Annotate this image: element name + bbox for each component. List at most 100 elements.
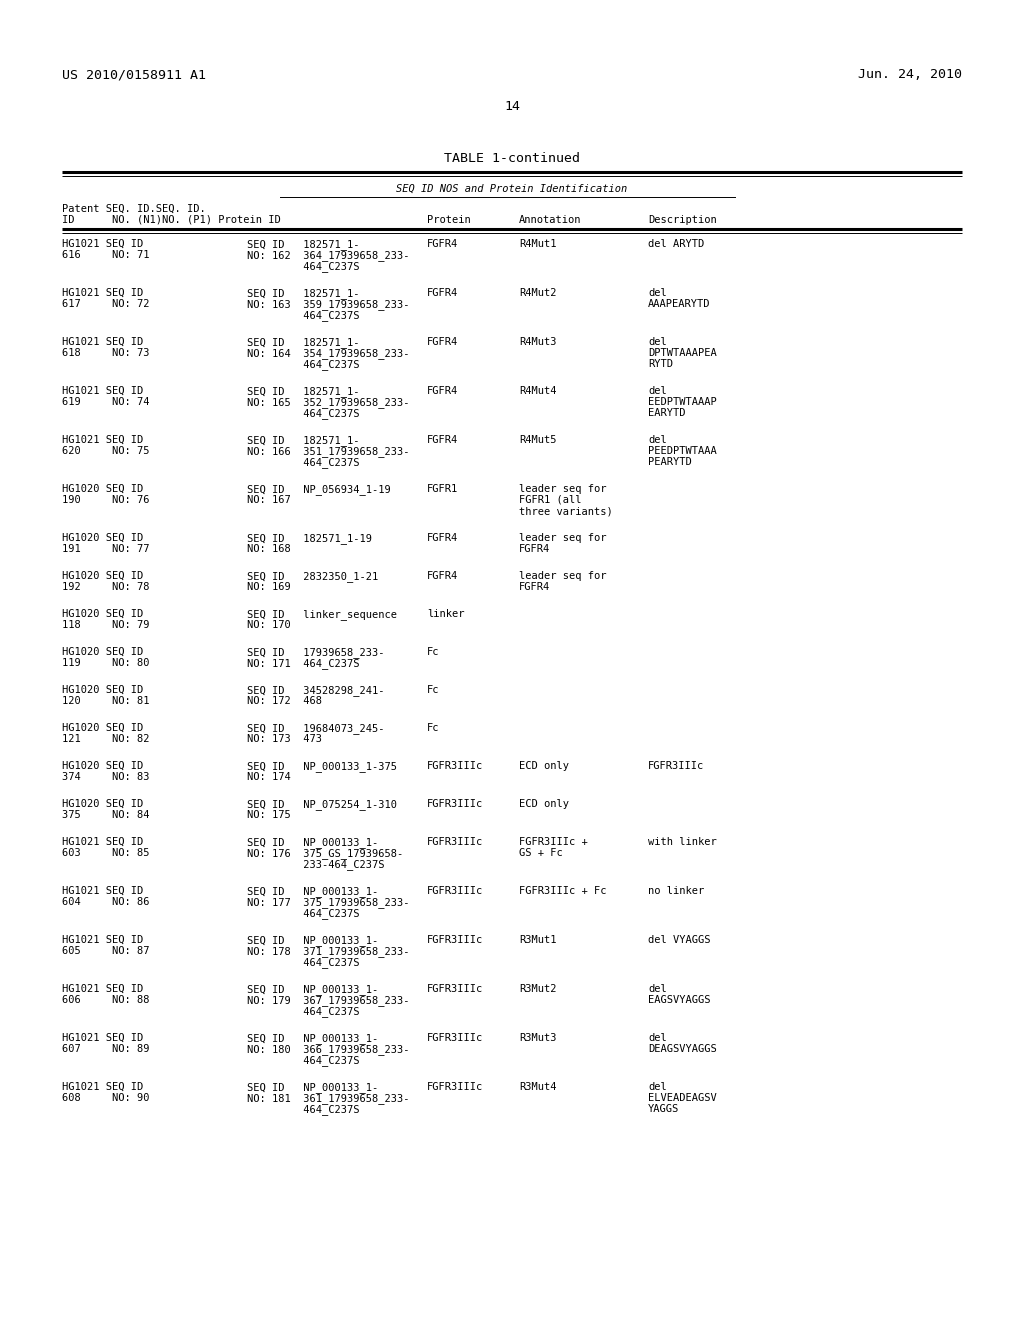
- Text: PEARYTD: PEARYTD: [648, 457, 692, 467]
- Text: SEQ ID   NP_000133_1-: SEQ ID NP_000133_1-: [247, 935, 378, 946]
- Text: NO: 163  359_17939658_233-: NO: 163 359_17939658_233-: [247, 300, 410, 310]
- Text: SEQ ID   182571_1-: SEQ ID 182571_1-: [247, 385, 359, 397]
- Text: HG1021 SEQ ID: HG1021 SEQ ID: [62, 385, 143, 396]
- Text: 608     NO: 90: 608 NO: 90: [62, 1093, 150, 1104]
- Text: 192     NO: 78: 192 NO: 78: [62, 582, 150, 591]
- Text: linker: linker: [427, 609, 465, 619]
- Text: del VYAGGS: del VYAGGS: [648, 935, 711, 945]
- Text: DPTWTAAAPEA: DPTWTAAAPEA: [648, 348, 717, 358]
- Text: HG1020 SEQ ID: HG1020 SEQ ID: [62, 723, 143, 733]
- Text: ID      NO. (N1)NO. (P1) Protein ID: ID NO. (N1)NO. (P1) Protein ID: [62, 215, 281, 224]
- Text: 603     NO: 85: 603 NO: 85: [62, 847, 150, 858]
- Text: NO: 166  351_17939658_233-: NO: 166 351_17939658_233-: [247, 446, 410, 457]
- Text: Patent SEQ. ID.SEQ. ID.: Patent SEQ. ID.SEQ. ID.: [62, 205, 206, 214]
- Text: Fc: Fc: [427, 685, 439, 696]
- Text: del: del: [648, 983, 667, 994]
- Text: HG1021 SEQ ID: HG1021 SEQ ID: [62, 288, 143, 298]
- Text: NO: 178  371_17939658_233-: NO: 178 371_17939658_233-: [247, 946, 410, 957]
- Text: NO: 168: NO: 168: [247, 544, 291, 554]
- Text: NO: 176  375_GS_17939658-: NO: 176 375_GS_17939658-: [247, 847, 403, 859]
- Text: R4Mut2: R4Mut2: [519, 288, 556, 298]
- Text: FGFR3IIIc: FGFR3IIIc: [427, 762, 483, 771]
- Text: 375     NO: 84: 375 NO: 84: [62, 810, 150, 820]
- Text: 119     NO: 80: 119 NO: 80: [62, 657, 150, 668]
- Text: ELVEADEAGSV: ELVEADEAGSV: [648, 1093, 717, 1104]
- Text: HG1021 SEQ ID: HG1021 SEQ ID: [62, 837, 143, 847]
- Text: EEDPTWTAAAP: EEDPTWTAAAP: [648, 397, 717, 407]
- Text: SEQ ID   NP_000133_1-: SEQ ID NP_000133_1-: [247, 886, 378, 896]
- Text: R4Mut5: R4Mut5: [519, 436, 556, 445]
- Text: HG1020 SEQ ID: HG1020 SEQ ID: [62, 533, 143, 543]
- Text: 618     NO: 73: 618 NO: 73: [62, 348, 150, 358]
- Text: SEQ ID   2832350_1-21: SEQ ID 2832350_1-21: [247, 572, 378, 582]
- Text: SEQ ID   NP_000133_1-: SEQ ID NP_000133_1-: [247, 1034, 378, 1044]
- Text: SEQ ID   19684073_245-: SEQ ID 19684073_245-: [247, 723, 384, 734]
- Text: 464_C237S: 464_C237S: [247, 310, 359, 321]
- Text: AAAPEARYTD: AAAPEARYTD: [648, 300, 711, 309]
- Text: FGFR3IIIc +: FGFR3IIIc +: [519, 837, 588, 847]
- Text: NO: 170: NO: 170: [247, 620, 291, 630]
- Text: HG1020 SEQ ID: HG1020 SEQ ID: [62, 685, 143, 696]
- Text: Description: Description: [648, 215, 717, 224]
- Text: SEQ ID   34528298_241-: SEQ ID 34528298_241-: [247, 685, 384, 696]
- Text: leader seq for: leader seq for: [519, 572, 606, 581]
- Text: HG1021 SEQ ID: HG1021 SEQ ID: [62, 1082, 143, 1092]
- Text: HG1021 SEQ ID: HG1021 SEQ ID: [62, 935, 143, 945]
- Text: 605     NO: 87: 605 NO: 87: [62, 946, 150, 956]
- Text: 464_C237S: 464_C237S: [247, 408, 359, 418]
- Text: 464_C237S: 464_C237S: [247, 908, 359, 919]
- Text: NO: 173  473: NO: 173 473: [247, 734, 322, 744]
- Text: SEQ ID   NP_000133_1-375: SEQ ID NP_000133_1-375: [247, 762, 397, 772]
- Text: del ARYTD: del ARYTD: [648, 239, 705, 249]
- Text: FGFR1: FGFR1: [427, 484, 459, 494]
- Text: NO: 164  354_17939658_233-: NO: 164 354_17939658_233-: [247, 348, 410, 359]
- Text: 616     NO: 71: 616 NO: 71: [62, 249, 150, 260]
- Text: FGFR4: FGFR4: [427, 572, 459, 581]
- Text: NO: 174: NO: 174: [247, 772, 291, 781]
- Text: HG1020 SEQ ID: HG1020 SEQ ID: [62, 647, 143, 657]
- Text: NO: 181  361_17939658_233-: NO: 181 361_17939658_233-: [247, 1093, 410, 1104]
- Text: SEQ ID   NP_000133_1-: SEQ ID NP_000133_1-: [247, 1082, 378, 1093]
- Text: NO: 180  366_17939658_233-: NO: 180 366_17939658_233-: [247, 1044, 410, 1055]
- Text: FGFR3IIIc: FGFR3IIIc: [427, 1034, 483, 1043]
- Text: HG1021 SEQ ID: HG1021 SEQ ID: [62, 983, 143, 994]
- Text: SEQ ID   17939658_233-: SEQ ID 17939658_233-: [247, 647, 384, 657]
- Text: del: del: [648, 385, 667, 396]
- Text: 464_C237S: 464_C237S: [247, 359, 359, 370]
- Text: NO: 175: NO: 175: [247, 810, 291, 820]
- Text: SEQ ID   182571_1-19: SEQ ID 182571_1-19: [247, 533, 372, 544]
- Text: R4Mut4: R4Mut4: [519, 385, 556, 396]
- Text: del: del: [648, 1082, 667, 1092]
- Text: NO: 167: NO: 167: [247, 495, 291, 506]
- Text: NO: 177  375_17939658_233-: NO: 177 375_17939658_233-: [247, 898, 410, 908]
- Text: 607     NO: 89: 607 NO: 89: [62, 1044, 150, 1053]
- Text: 464_C237S: 464_C237S: [247, 1104, 359, 1115]
- Text: HG1021 SEQ ID: HG1021 SEQ ID: [62, 436, 143, 445]
- Text: FGFR3IIIc: FGFR3IIIc: [427, 1082, 483, 1092]
- Text: leader seq for: leader seq for: [519, 484, 606, 494]
- Text: FGFR3IIIc: FGFR3IIIc: [427, 935, 483, 945]
- Text: HG1020 SEQ ID: HG1020 SEQ ID: [62, 572, 143, 581]
- Text: NO: 165  352_17939658_233-: NO: 165 352_17939658_233-: [247, 397, 410, 408]
- Text: del: del: [648, 1034, 667, 1043]
- Text: R4Mut1: R4Mut1: [519, 239, 556, 249]
- Text: del: del: [648, 436, 667, 445]
- Text: FGFR4: FGFR4: [519, 544, 550, 554]
- Text: FGFR4: FGFR4: [427, 436, 459, 445]
- Text: Fc: Fc: [427, 723, 439, 733]
- Text: SEQ ID   182571_1-: SEQ ID 182571_1-: [247, 239, 359, 249]
- Text: SEQ ID   NP_056934_1-19: SEQ ID NP_056934_1-19: [247, 484, 391, 495]
- Text: FGFR4: FGFR4: [427, 533, 459, 543]
- Text: HG1020 SEQ ID: HG1020 SEQ ID: [62, 609, 143, 619]
- Text: Annotation: Annotation: [519, 215, 582, 224]
- Text: NO: 162  364_17939658_233-: NO: 162 364_17939658_233-: [247, 249, 410, 261]
- Text: FGFR3IIIc: FGFR3IIIc: [427, 837, 483, 847]
- Text: HG1020 SEQ ID: HG1020 SEQ ID: [62, 484, 143, 494]
- Text: HG1021 SEQ ID: HG1021 SEQ ID: [62, 337, 143, 347]
- Text: HG1021 SEQ ID: HG1021 SEQ ID: [62, 1034, 143, 1043]
- Text: FGFR4: FGFR4: [427, 239, 459, 249]
- Text: HG1021 SEQ ID: HG1021 SEQ ID: [62, 239, 143, 249]
- Text: PEEDPTWTAAA: PEEDPTWTAAA: [648, 446, 717, 455]
- Text: NO: 169: NO: 169: [247, 582, 291, 591]
- Text: SEQ ID   NP_000133_1-: SEQ ID NP_000133_1-: [247, 837, 378, 847]
